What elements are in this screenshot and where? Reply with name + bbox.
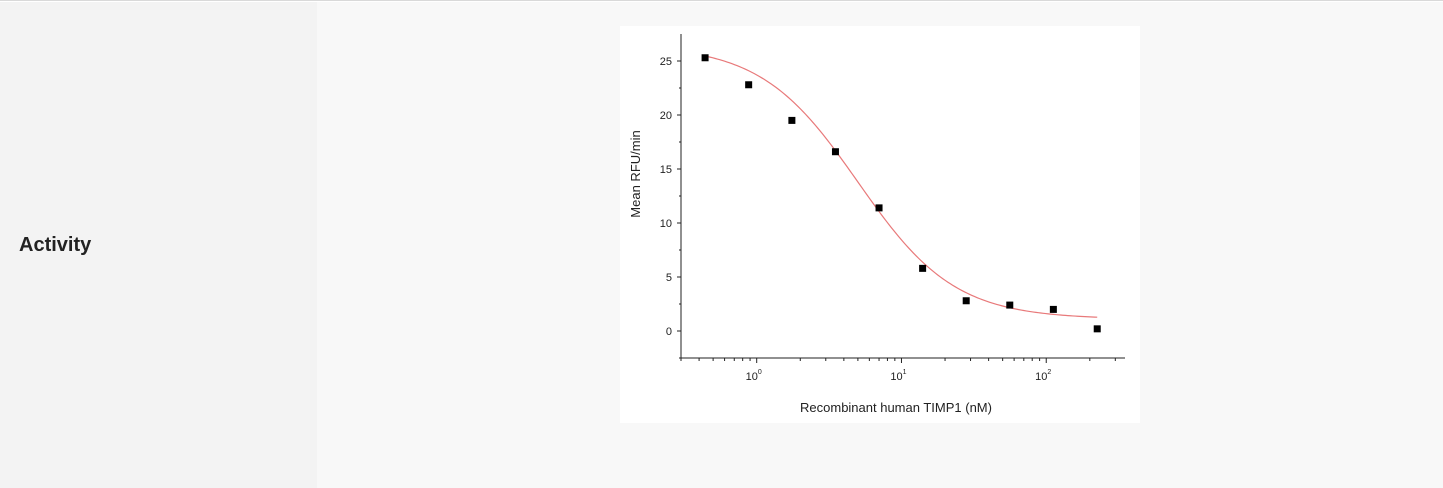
activity-chart: 0 5 10 15 20 25 100 101 102 Mean RFU/min Recombi… xyxy=(620,26,1140,423)
x-tick-label: 100 xyxy=(746,369,762,383)
fit-curve-group xyxy=(704,55,1098,318)
data-point xyxy=(1093,325,1101,333)
fit-curve xyxy=(704,55,1098,318)
data-point xyxy=(1006,301,1014,309)
x-tick-label: 102 xyxy=(1035,369,1051,383)
data-point xyxy=(831,148,839,156)
y-tick-label: 20 xyxy=(660,110,672,122)
row-label-cell: Activity xyxy=(0,2,317,488)
data-point xyxy=(1049,305,1057,313)
data-point xyxy=(788,116,796,124)
y-tick-label: 15 xyxy=(660,164,672,176)
y-axis-label: Mean RFU/min xyxy=(628,130,643,217)
row-label: Activity xyxy=(19,234,92,256)
data-point xyxy=(745,81,753,89)
y-tick-label: 10 xyxy=(660,218,672,230)
data-point xyxy=(962,297,970,305)
y-tick-label: 0 xyxy=(666,326,672,338)
y-tick-label: 5 xyxy=(666,272,672,284)
x-axis-label: Recombinant human TIMP1 (nM) xyxy=(800,400,992,415)
x-tick-label: 101 xyxy=(890,369,906,383)
data-point xyxy=(919,264,927,272)
data-point xyxy=(875,204,883,212)
data-points xyxy=(701,54,1101,333)
chart-ticks: 0 5 10 15 20 25 100 101 102 xyxy=(660,56,1116,383)
y-tick-label: 25 xyxy=(660,56,672,68)
chart-svg: 0 5 10 15 20 25 100 101 102 Mean RFU/min Recombi… xyxy=(628,34,1125,415)
data-point xyxy=(701,54,709,62)
